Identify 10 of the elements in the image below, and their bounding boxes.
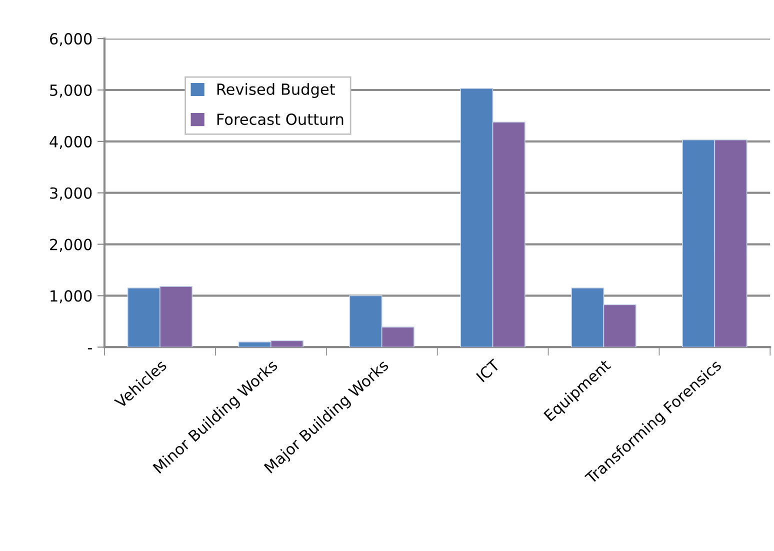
legend-label: Revised Budget (217, 83, 336, 98)
y-tick-label: - (88, 348, 92, 350)
legend-label: Forecast Outturn (217, 114, 344, 126)
y-tick-label: 1,000 (50, 290, 92, 304)
x-tick-label: ICT (476, 358, 501, 382)
y-tick-label: 6,000 (50, 33, 92, 46)
y-tick-label: 4,000 (50, 136, 92, 150)
y-tick-label: 5,000 (50, 84, 92, 98)
y-tick-label: 3,000 (50, 187, 92, 200)
y-tick-label: 2,000 (50, 238, 92, 252)
